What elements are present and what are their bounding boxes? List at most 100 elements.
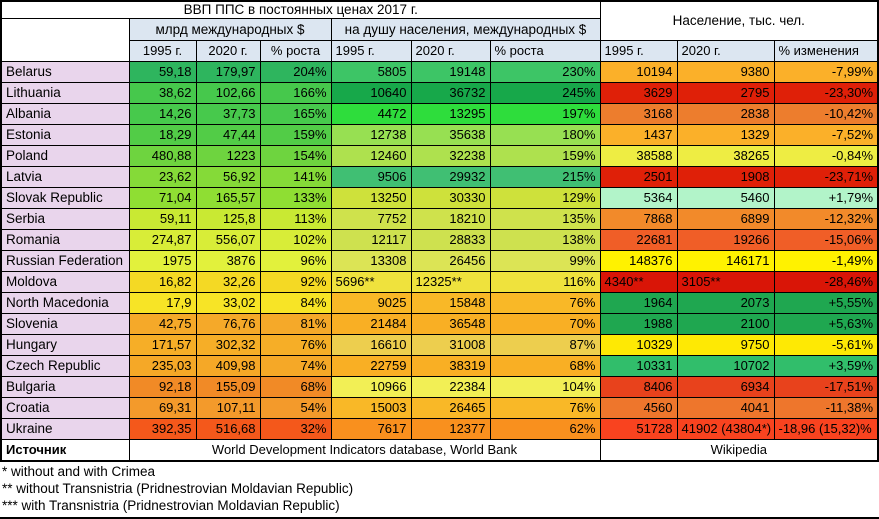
- gdp-percap-cell: 35638: [410, 124, 491, 146]
- table-row: Romania 274,87 556,07 102% 12117 28833 138% 226…: [0, 229, 879, 251]
- col-header-gdp-2020: 2020 г.: [195, 40, 261, 62]
- gdp-percap-cell: 18210: [410, 208, 491, 230]
- population-cell: -18,96 (15,32)%: [773, 418, 879, 440]
- gdp-percap-cell: 19148: [410, 61, 491, 83]
- population-cell: 1964: [599, 292, 678, 314]
- col-header-percap-1995: 1995 г.: [330, 40, 412, 62]
- gdp-bln-cell: 76%: [259, 334, 332, 356]
- population-cell: 8406: [599, 376, 678, 398]
- gdp-percap-cell: 12117: [330, 229, 412, 251]
- gdp-bln-cell: 92,18: [128, 376, 197, 398]
- population-cell: 6899: [676, 208, 775, 230]
- gdp-percap-cell: 245%: [489, 82, 601, 104]
- population-cell: -23,71%: [773, 166, 879, 188]
- gdp-bln-cell: 166%: [259, 82, 332, 104]
- gdp-bln-cell: 69,31: [128, 397, 197, 419]
- population-source-cell: Wikipedia: [599, 439, 879, 462]
- population-cell: 4041: [676, 397, 775, 419]
- gdp-bln-cell: 84%: [259, 292, 332, 314]
- gdp-percap-cell: 104%: [489, 376, 601, 398]
- table-row: Slovenia 42,75 76,76 81% 21484 36548 70% 1988 21…: [0, 313, 879, 335]
- table-body: Belarus 59,18 179,97 204% 5805 19148 230% 10194…: [0, 61, 879, 440]
- table-subtitle-row: млрд международных $ на душу населения, …: [0, 18, 878, 62]
- gdp-percap-cell: 10640: [330, 82, 412, 104]
- country-cell: Lithuania: [0, 82, 130, 104]
- table-row: Ukraine 392,35 516,68 32% 7617 12377 62% 51728 4…: [0, 418, 879, 440]
- gdp-bln-cell: 47,44: [195, 124, 261, 146]
- gdp-bln-cell: 81%: [259, 313, 332, 335]
- gdp-percap-cell: 22759: [330, 355, 412, 377]
- gdp-bln-cell: 3876: [195, 250, 261, 272]
- gdp-bln-cell: 76,76: [195, 313, 261, 335]
- gdp-percap-cell: 135%: [489, 208, 601, 230]
- gdp-bln-cell: 17,9: [128, 292, 197, 314]
- gdp-percap-cell: 9506: [330, 166, 412, 188]
- gdp-bln-cell: 1975: [128, 250, 197, 272]
- gdp-bln-cell: 235,03: [128, 355, 197, 377]
- gdp-source-cell: World Development Indicators database, W…: [128, 439, 601, 462]
- population-cell: 9380: [676, 61, 775, 83]
- gdp-bln-cell: 274,87: [128, 229, 197, 251]
- table-row: Czech Republic 235,03 409,98 74% 22759 38319 6…: [0, 355, 879, 377]
- population-cell: -0,84%: [773, 145, 879, 167]
- gdp-bln-cell: 68%: [259, 376, 332, 398]
- gdp-bln-subheader: млрд международных $: [128, 18, 332, 41]
- population-cell: 146171: [676, 250, 775, 272]
- gdp-bln-cell: 32%: [259, 418, 332, 440]
- gdp-bln-cell: 92%: [259, 271, 332, 293]
- gdp-percap-cell: 15003: [330, 397, 412, 419]
- gdp-percap-cell: 4472: [330, 103, 412, 125]
- gdp-percap-cell: 32238: [410, 145, 491, 167]
- table-row: Latvia 23,62 56,92 141% 9506 29932 215% 2501 190…: [0, 166, 879, 188]
- gdp-percap-cell: 12377: [410, 418, 491, 440]
- footnotes: * without and with Crimea ** without Tra…: [0, 462, 879, 519]
- footnote-crimea: * without and with Crimea: [2, 464, 156, 479]
- gdp-percap-cell: 10966: [330, 376, 412, 398]
- gdp-bln-cell: 141%: [259, 166, 332, 188]
- population-cell: 22681: [599, 229, 678, 251]
- population-cell: -7,99%: [773, 61, 879, 83]
- table-row: Slovak Republic 71,04 165,57 133% 13250 30330…: [0, 187, 879, 209]
- gdp-percap-cell: 30330: [410, 187, 491, 209]
- gdp-percap-cell: 12738: [330, 124, 412, 146]
- gdp-percap-cell: 138%: [489, 229, 601, 251]
- population-cell: +3,59%: [773, 355, 879, 377]
- population-cell: 38588: [599, 145, 678, 167]
- gdp-bln-cell: 56,92: [195, 166, 261, 188]
- gdp-bln-cell: 42,75: [128, 313, 197, 335]
- gdp-percap-cell: 13295: [410, 103, 491, 125]
- gdp-percap-cell: 7617: [330, 418, 412, 440]
- gdp-percap-cell: 29932: [410, 166, 491, 188]
- gdp-bln-cell: 125,8: [195, 208, 261, 230]
- table-row: Albania 14,26 37,73 165% 4472 13295 197% 3168 28…: [0, 103, 879, 125]
- table-title-row: ВВП ППС в постоянных ценах 2017 г. Насел…: [0, 0, 879, 41]
- gdp-percap-cell: 38319: [410, 355, 491, 377]
- gdp-percap-cell: 31008: [410, 334, 491, 356]
- gdp-percap-cell: 12325**: [410, 271, 491, 293]
- gdp-bln-cell: 154%: [259, 145, 332, 167]
- gdp-percap-cell: 87%: [489, 334, 601, 356]
- population-cell: 2501: [599, 166, 678, 188]
- country-column-header: [0, 18, 130, 62]
- gdp-bln-cell: 102%: [259, 229, 332, 251]
- col-header-percap-2020: 2020 г.: [410, 40, 491, 62]
- population-cell: 41902 (43804*): [676, 418, 775, 440]
- population-cell: 10194: [599, 61, 678, 83]
- country-cell: Belarus: [0, 61, 130, 83]
- gdp-percap-cell: 21484: [330, 313, 412, 335]
- gdp-bln-cell: 302,32: [195, 334, 261, 356]
- table-row: Estonia 18,29 47,44 159% 12738 35638 180% 1437 1…: [0, 124, 879, 146]
- population-cell: 4560: [599, 397, 678, 419]
- gdp-percap-subheader: на душу населения, международных $: [330, 18, 601, 41]
- population-cell: -17,51%: [773, 376, 879, 398]
- gdp-percap-cell: 7752: [330, 208, 412, 230]
- gdp-bln-cell: 59,18: [128, 61, 197, 83]
- gdp-bln-cell: 204%: [259, 61, 332, 83]
- gdp-bln-cell: 23,62: [128, 166, 197, 188]
- gdp-percap-cell: 26456: [410, 250, 491, 272]
- col-header-gdp-growth: % роста: [259, 40, 332, 62]
- gdp-bln-cell: 516,68: [195, 418, 261, 440]
- table-row: Hungary 171,57 302,32 76% 16610 31008 87% 10329…: [0, 334, 879, 356]
- population-cell: -1,49%: [773, 250, 879, 272]
- population-cell: 10331: [599, 355, 678, 377]
